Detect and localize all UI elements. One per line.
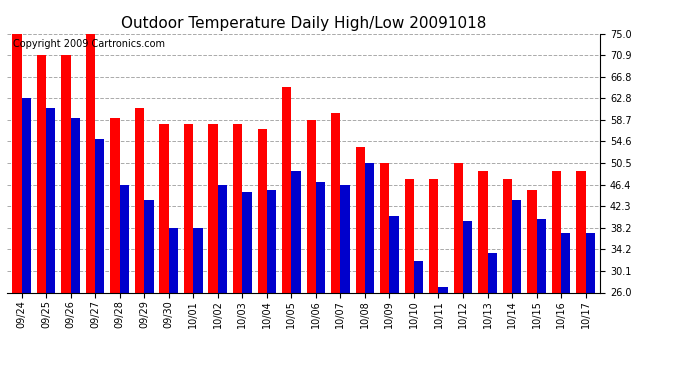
Bar <box>576 171 586 375</box>
Bar <box>438 287 448 375</box>
Bar <box>184 124 193 375</box>
Bar <box>282 87 291 375</box>
Bar <box>503 179 512 375</box>
Bar <box>169 228 178 375</box>
Bar <box>95 140 104 375</box>
Bar <box>267 189 276 375</box>
Bar <box>233 124 242 375</box>
Bar <box>478 171 488 375</box>
Bar <box>537 219 546 375</box>
Title: Outdoor Temperature Daily High/Low 20091018: Outdoor Temperature Daily High/Low 20091… <box>121 16 486 31</box>
Bar <box>257 129 267 375</box>
Bar <box>380 163 389 375</box>
Bar <box>453 163 463 375</box>
Bar <box>414 261 423 375</box>
Bar <box>218 185 227 375</box>
Bar <box>119 185 129 375</box>
Bar <box>306 120 316 375</box>
Bar <box>316 182 325 375</box>
Bar <box>193 228 203 375</box>
Bar <box>144 200 154 375</box>
Bar <box>291 171 301 375</box>
Bar <box>46 108 55 375</box>
Bar <box>488 253 497 375</box>
Bar <box>404 179 414 375</box>
Bar <box>110 118 119 375</box>
Bar <box>463 221 472 375</box>
Bar <box>37 56 46 375</box>
Bar <box>365 163 374 375</box>
Bar <box>21 98 31 375</box>
Bar <box>340 185 350 375</box>
Bar <box>355 147 365 375</box>
Bar <box>86 34 95 375</box>
Bar <box>331 113 340 375</box>
Bar <box>12 34 21 375</box>
Bar <box>208 124 218 375</box>
Bar <box>135 108 144 375</box>
Bar <box>512 200 522 375</box>
Bar <box>561 233 571 375</box>
Bar <box>527 189 537 375</box>
Bar <box>159 124 169 375</box>
Bar <box>389 216 399 375</box>
Bar <box>552 171 561 375</box>
Bar <box>586 233 595 375</box>
Text: Copyright 2009 Cartronics.com: Copyright 2009 Cartronics.com <box>13 39 165 49</box>
Bar <box>429 179 438 375</box>
Bar <box>70 118 80 375</box>
Bar <box>61 56 70 375</box>
Bar <box>242 192 252 375</box>
